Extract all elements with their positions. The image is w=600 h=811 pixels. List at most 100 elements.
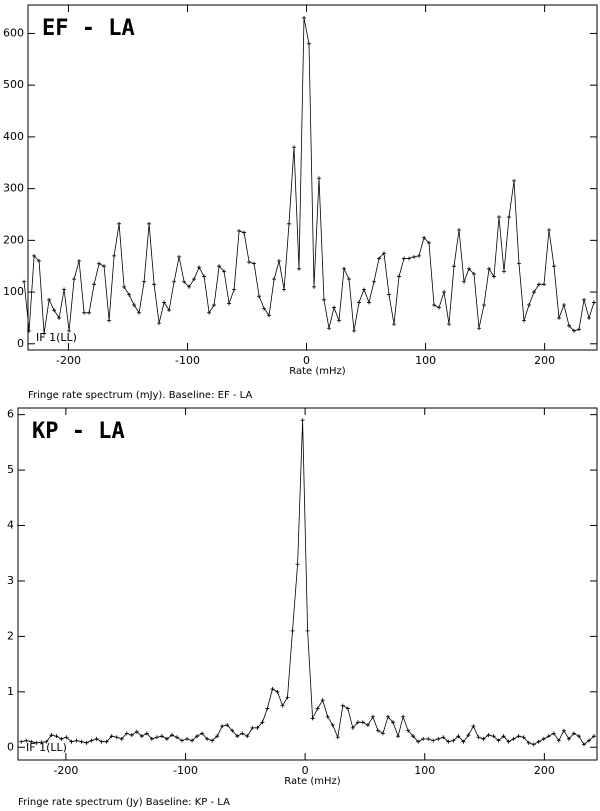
point-marker xyxy=(112,253,117,258)
point-marker xyxy=(517,261,522,266)
y-tick-label: 500 xyxy=(3,78,24,91)
point-marker xyxy=(372,279,377,284)
point-marker xyxy=(482,303,487,307)
point-marker xyxy=(332,305,337,310)
point-marker xyxy=(260,720,265,725)
point-marker xyxy=(182,279,187,284)
point-marker xyxy=(142,279,147,284)
point-marker xyxy=(406,728,411,733)
plot-frame xyxy=(17,407,598,761)
point-marker xyxy=(576,734,581,739)
annotation: IF 1(LL) xyxy=(36,331,77,344)
point-marker xyxy=(94,736,99,741)
point-marker xyxy=(72,277,77,282)
x-tick-label: -200 xyxy=(53,764,78,777)
point-marker xyxy=(571,731,576,736)
point-marker xyxy=(527,303,532,307)
point-marker xyxy=(467,266,472,271)
point-marker xyxy=(272,277,277,282)
point-marker xyxy=(305,628,310,633)
point-marker xyxy=(360,720,365,725)
plot-frame xyxy=(27,4,598,351)
point-marker xyxy=(337,318,342,323)
point-marker xyxy=(552,264,557,269)
point-marker xyxy=(124,731,129,736)
point-marker xyxy=(456,734,461,739)
x-tick-label: 200 xyxy=(534,764,555,777)
point-marker xyxy=(572,328,577,333)
point-marker xyxy=(312,284,317,289)
point-marker xyxy=(22,279,27,284)
point-marker xyxy=(34,740,39,745)
point-marker xyxy=(39,740,44,745)
point-marker xyxy=(452,264,457,269)
point-marker xyxy=(119,736,124,741)
point-marker xyxy=(217,264,222,269)
point-marker xyxy=(277,259,282,264)
point-marker xyxy=(99,739,104,744)
caption: Fringe rate spectrum (mJy). Baseline: EF… xyxy=(28,390,252,401)
point-marker xyxy=(511,736,516,741)
y-tick-label: 2 xyxy=(7,629,14,642)
y-tick-label: 0 xyxy=(17,337,24,350)
point-marker xyxy=(471,724,476,729)
point-marker xyxy=(222,269,227,274)
point-marker xyxy=(345,706,350,711)
x-tick-label: 200 xyxy=(534,354,555,367)
point-marker xyxy=(297,266,302,271)
point-marker xyxy=(192,277,197,282)
point-marker xyxy=(220,724,225,729)
point-marker xyxy=(180,738,185,743)
data-line xyxy=(23,17,595,334)
point-marker xyxy=(330,723,335,728)
y-tick-label: 5 xyxy=(7,463,14,476)
point-marker xyxy=(134,729,139,734)
point-marker xyxy=(567,323,572,328)
point-marker xyxy=(147,221,152,226)
point-marker xyxy=(457,228,462,232)
point-marker xyxy=(310,716,315,721)
x-tick-label: -100 xyxy=(173,764,198,777)
point-marker xyxy=(476,735,481,740)
point-marker xyxy=(365,723,370,728)
x-axis-label: Rate (mHz) xyxy=(289,366,346,377)
point-marker xyxy=(335,735,340,740)
point-marker xyxy=(512,178,517,183)
y-tick-label: 200 xyxy=(3,233,24,246)
point-marker xyxy=(491,734,496,739)
point-marker xyxy=(447,322,452,327)
point-marker xyxy=(117,221,122,226)
point-marker xyxy=(557,315,562,320)
point-marker xyxy=(232,287,237,292)
point-marker xyxy=(287,221,292,226)
point-marker xyxy=(42,331,47,336)
point-marker xyxy=(477,326,482,331)
point-marker xyxy=(536,739,541,744)
point-marker xyxy=(52,308,57,313)
point-marker xyxy=(387,292,392,297)
point-marker xyxy=(566,736,571,741)
point-marker xyxy=(235,734,240,739)
y-tick-label: 600 xyxy=(3,26,24,39)
point-marker xyxy=(300,418,305,423)
point-marker xyxy=(541,736,546,741)
point-marker xyxy=(501,734,506,739)
point-marker xyxy=(592,734,597,739)
point-marker xyxy=(391,720,396,725)
point-marker xyxy=(295,562,300,567)
point-marker xyxy=(265,706,270,711)
point-marker xyxy=(441,735,446,740)
point-marker xyxy=(82,310,87,315)
point-marker xyxy=(242,230,247,235)
point-marker xyxy=(32,253,37,258)
point-marker xyxy=(167,308,172,313)
point-marker xyxy=(49,733,54,738)
x-tick-label: -100 xyxy=(175,354,200,367)
caption: Fringe rate spectrum (Jy) Baseline: KP -… xyxy=(18,797,230,808)
y-tick-label: 0 xyxy=(7,740,14,753)
point-marker xyxy=(486,733,491,738)
point-marker xyxy=(347,277,352,282)
point-marker xyxy=(129,733,134,738)
point-marker xyxy=(205,736,210,741)
